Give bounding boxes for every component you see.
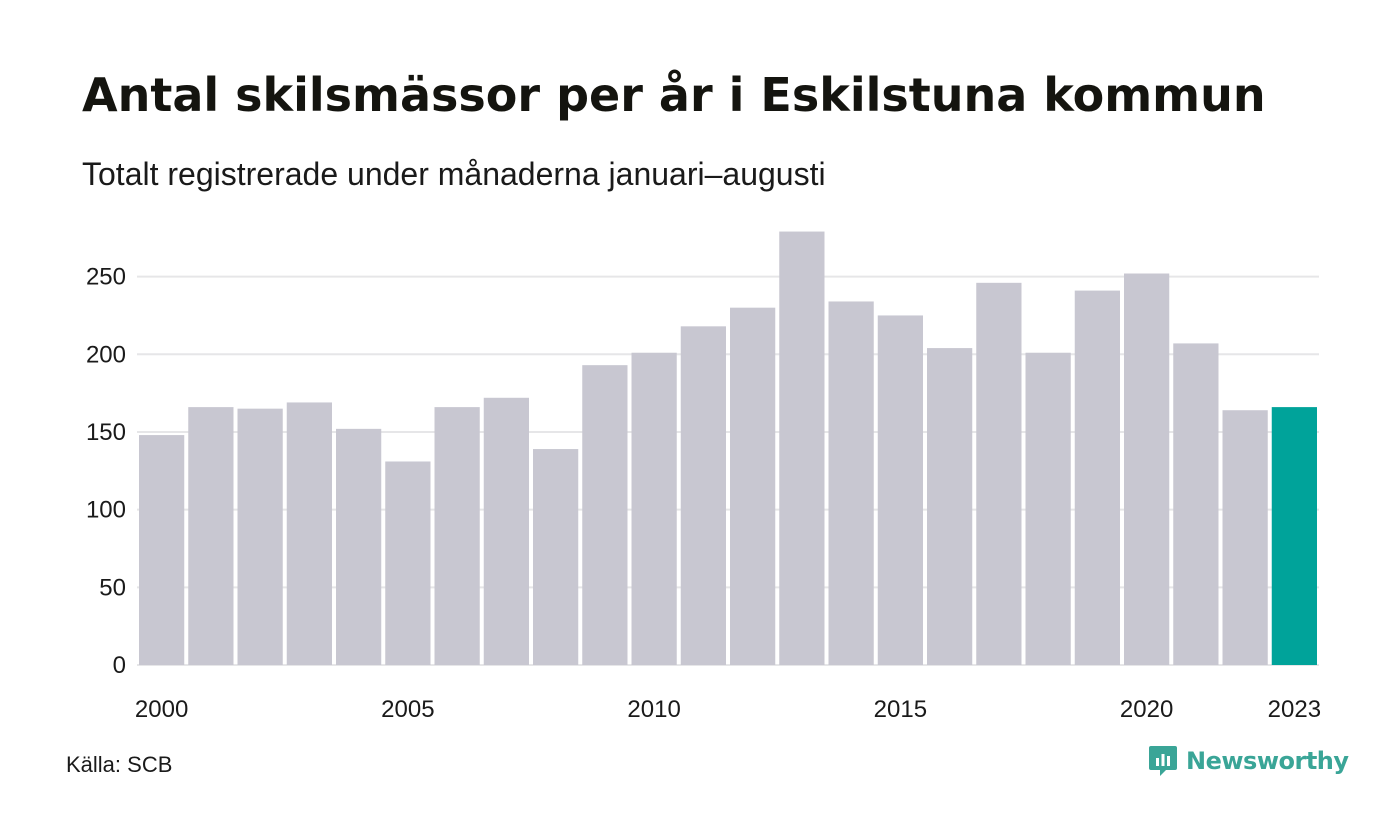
chart-title: Antal skilsmässor per år i Eskilstuna ko… [82, 68, 1266, 122]
bar-2008 [533, 449, 579, 665]
bar-2017 [976, 282, 1022, 665]
y-tick-label: 250 [86, 264, 126, 291]
bar-2018 [1025, 352, 1071, 665]
y-axis-ticks: 0 50 100 150 200 250 [86, 264, 126, 679]
bar-2012 [730, 307, 776, 665]
bar-2007 [483, 397, 529, 665]
bar-2002 [237, 408, 283, 665]
bar-2015 [877, 315, 923, 665]
bar-2006 [434, 407, 480, 665]
x-tick-label: 2005 [381, 696, 434, 723]
x-tick-label: 2000 [135, 696, 188, 723]
bar-2014 [828, 301, 874, 665]
newsworthy-logo-icon [1149, 746, 1177, 776]
chart-subtitle: Totalt registrerade under månaderna janu… [82, 156, 826, 192]
bar-2000 [139, 435, 185, 665]
bar-2010 [631, 352, 677, 665]
bar-2022 [1222, 410, 1268, 665]
bars [139, 231, 1317, 665]
y-tick-label: 100 [86, 497, 126, 524]
bar-2005 [385, 461, 431, 665]
bar-2011 [680, 326, 726, 665]
brand-logo: Newsworthy [1148, 744, 1349, 778]
x-axis-ticks: 2000 2005 2010 2015 2020 2023 [135, 696, 1321, 723]
brand-name: Newsworthy [1186, 747, 1349, 775]
bar-2004 [336, 428, 382, 665]
gridlines [137, 275, 1319, 666]
bar-2023 [1271, 407, 1317, 665]
y-tick-label: 0 [113, 652, 126, 679]
bar-2020 [1124, 273, 1170, 665]
x-tick-label: 2010 [627, 696, 680, 723]
y-tick-label: 150 [86, 419, 126, 446]
bar-2021 [1173, 343, 1219, 665]
x-tick-label: 2020 [1120, 696, 1173, 723]
x-tick-label: 2015 [874, 696, 927, 723]
source-note: Källa: SCB [66, 752, 173, 777]
bar-2013 [779, 231, 825, 665]
bar-2001 [188, 407, 234, 665]
bar-2019 [1074, 290, 1120, 665]
bar-2009 [582, 365, 628, 665]
y-tick-label: 50 [99, 574, 126, 601]
y-tick-label: 200 [86, 341, 126, 368]
bar-2003 [286, 402, 332, 665]
x-tick-label: 2023 [1268, 696, 1321, 723]
bar-2016 [927, 348, 973, 665]
